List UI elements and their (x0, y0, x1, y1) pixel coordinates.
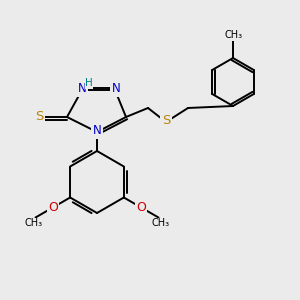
Text: H: H (85, 78, 93, 88)
Text: N: N (78, 82, 86, 95)
Text: CH₃: CH₃ (225, 30, 243, 40)
Text: CH₃: CH₃ (151, 218, 169, 229)
Text: S: S (35, 110, 43, 124)
Text: N: N (93, 124, 101, 137)
Text: O: O (136, 201, 146, 214)
Text: N: N (112, 82, 120, 95)
Text: S: S (162, 115, 170, 128)
Text: O: O (48, 201, 58, 214)
Text: CH₃: CH₃ (25, 218, 43, 229)
